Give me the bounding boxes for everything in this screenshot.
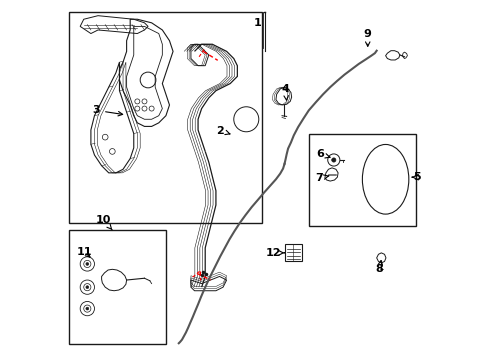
Text: 12: 12	[265, 248, 284, 258]
Circle shape	[86, 262, 88, 265]
Text: 5: 5	[412, 172, 420, 182]
Text: 4: 4	[281, 84, 289, 100]
Bar	[69, 230, 165, 344]
Text: 7: 7	[315, 173, 328, 183]
Text: 9: 9	[363, 28, 371, 46]
Text: 2: 2	[216, 126, 229, 136]
Text: 3: 3	[92, 105, 122, 116]
Bar	[308, 134, 415, 226]
Bar	[69, 12, 262, 223]
Circle shape	[86, 307, 88, 310]
Circle shape	[86, 286, 88, 289]
Circle shape	[331, 158, 335, 162]
Text: 11: 11	[77, 247, 92, 257]
Text: 8: 8	[375, 261, 383, 274]
Text: 1: 1	[253, 18, 261, 28]
Text: 10: 10	[96, 215, 112, 230]
Text: 6: 6	[316, 149, 329, 159]
